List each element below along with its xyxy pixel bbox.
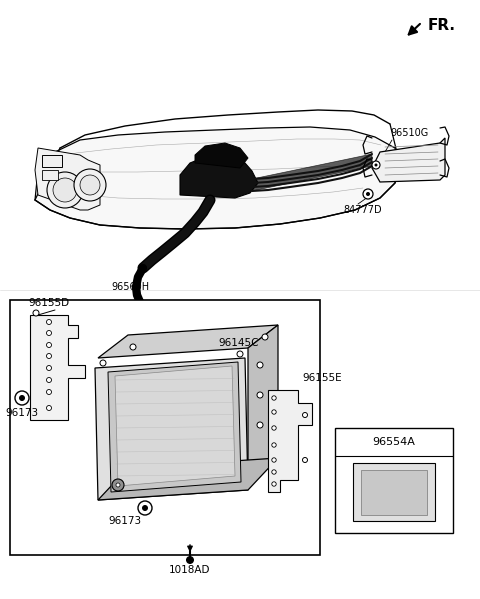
Circle shape <box>272 396 276 400</box>
Circle shape <box>138 501 152 515</box>
Text: FR.: FR. <box>428 18 456 33</box>
Text: 84777D: 84777D <box>343 205 382 215</box>
Text: 96173: 96173 <box>108 516 142 526</box>
Circle shape <box>374 164 377 167</box>
Circle shape <box>302 458 308 462</box>
Circle shape <box>366 192 370 196</box>
Circle shape <box>116 483 120 487</box>
Circle shape <box>272 458 276 462</box>
Circle shape <box>272 426 276 430</box>
Circle shape <box>47 406 51 410</box>
Polygon shape <box>35 148 100 210</box>
Circle shape <box>272 470 276 474</box>
Circle shape <box>302 413 308 418</box>
Circle shape <box>257 392 263 398</box>
Text: 96145C: 96145C <box>218 338 259 348</box>
Circle shape <box>112 479 124 491</box>
Polygon shape <box>372 138 445 182</box>
Circle shape <box>47 365 51 371</box>
Circle shape <box>272 410 276 414</box>
Polygon shape <box>248 325 278 480</box>
Circle shape <box>53 178 77 202</box>
Polygon shape <box>108 362 241 492</box>
Text: 96155E: 96155E <box>302 373 342 383</box>
Text: 1018AD: 1018AD <box>169 565 211 575</box>
Bar <box>42 170 58 180</box>
Circle shape <box>100 360 106 366</box>
Bar <box>42 155 62 167</box>
Polygon shape <box>115 366 235 486</box>
Polygon shape <box>98 325 278 358</box>
Polygon shape <box>361 470 427 515</box>
Text: 96554A: 96554A <box>372 437 415 447</box>
Circle shape <box>257 422 263 428</box>
Polygon shape <box>35 127 400 229</box>
Circle shape <box>272 443 276 447</box>
Bar <box>10 300 320 555</box>
Text: 96173: 96173 <box>5 408 38 418</box>
Circle shape <box>15 391 29 405</box>
Bar <box>335 428 453 533</box>
Circle shape <box>47 319 51 325</box>
Polygon shape <box>252 154 372 191</box>
Circle shape <box>47 377 51 383</box>
Text: 96155D: 96155D <box>28 298 69 308</box>
Circle shape <box>80 175 100 195</box>
Polygon shape <box>98 458 278 500</box>
Circle shape <box>262 334 268 340</box>
Polygon shape <box>353 463 435 521</box>
Circle shape <box>33 310 39 316</box>
Circle shape <box>272 482 276 486</box>
Circle shape <box>19 395 25 401</box>
Circle shape <box>372 161 380 169</box>
Polygon shape <box>30 315 85 420</box>
Polygon shape <box>180 155 258 198</box>
Circle shape <box>74 169 106 201</box>
Text: 96510G: 96510G <box>390 128 428 138</box>
Text: 96560H: 96560H <box>111 282 149 292</box>
Circle shape <box>47 389 51 395</box>
Circle shape <box>186 556 194 564</box>
Circle shape <box>237 351 243 357</box>
Polygon shape <box>195 143 248 168</box>
Circle shape <box>142 505 148 511</box>
Circle shape <box>47 331 51 335</box>
Circle shape <box>47 353 51 358</box>
Circle shape <box>47 343 51 347</box>
Polygon shape <box>95 358 248 500</box>
Circle shape <box>130 344 136 350</box>
Circle shape <box>47 172 83 208</box>
Circle shape <box>363 189 373 199</box>
Polygon shape <box>268 390 312 492</box>
Circle shape <box>257 362 263 368</box>
